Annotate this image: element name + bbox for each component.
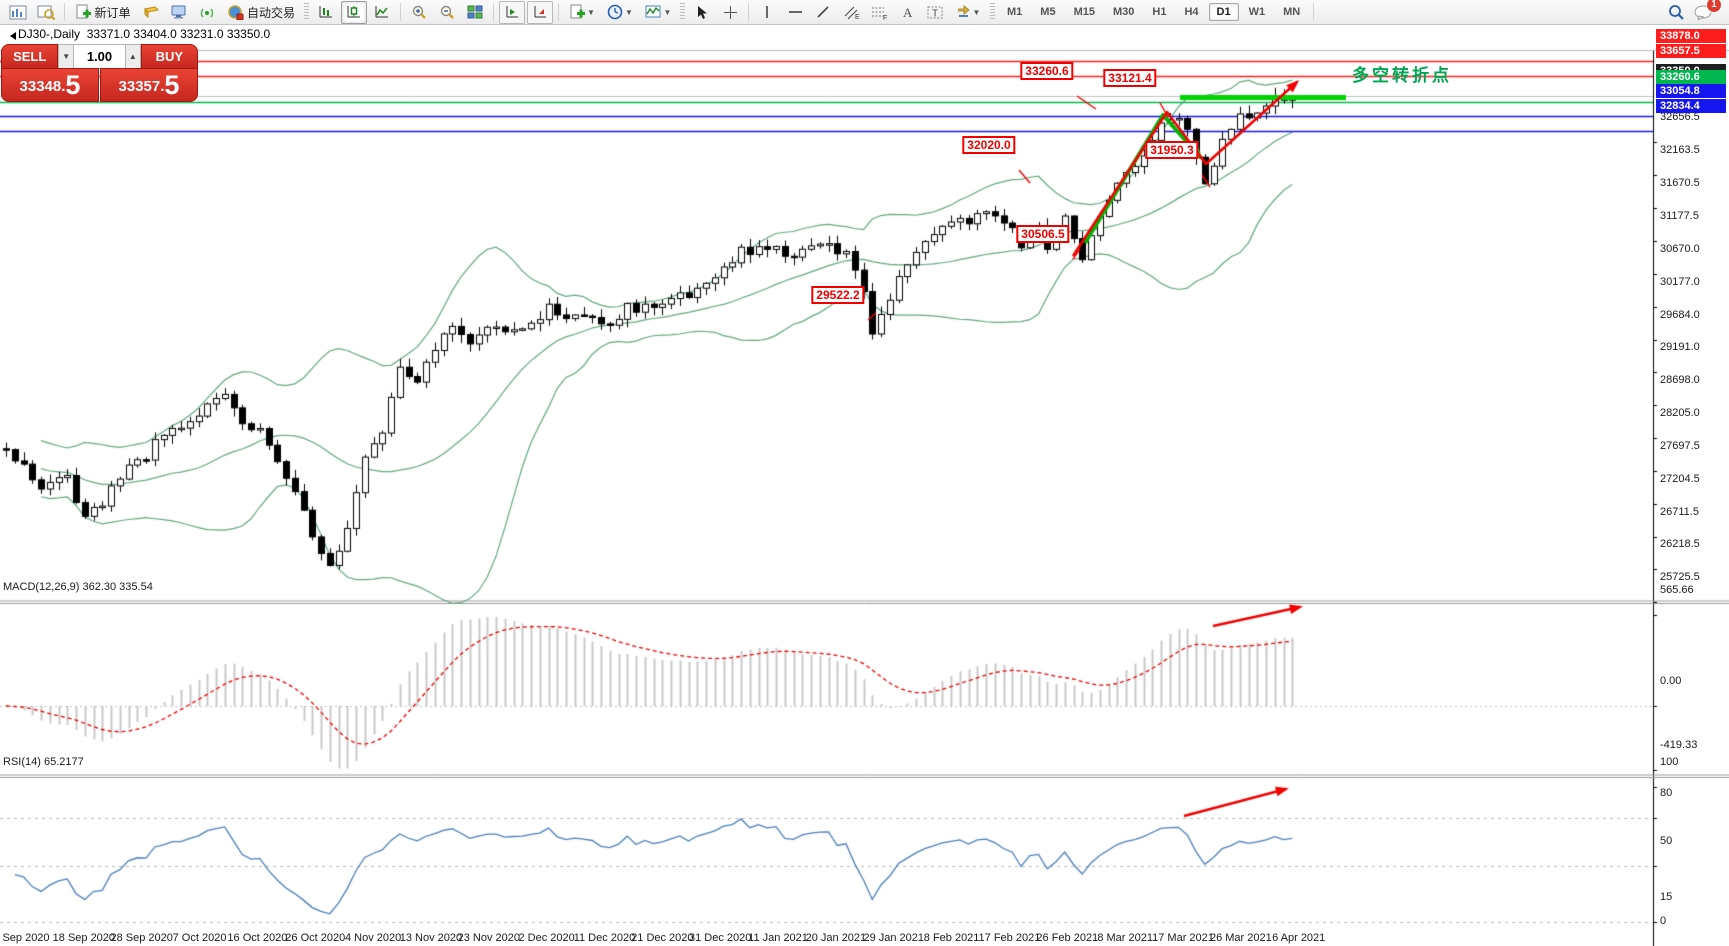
search-icon[interactable]	[1663, 1, 1689, 24]
auto-scroll-button[interactable]	[527, 0, 553, 24]
text-label-button[interactable]: T	[922, 1, 948, 24]
svg-text:E: E	[855, 14, 860, 20]
timeframe-d1[interactable]: D1	[1208, 3, 1239, 21]
chart-collapse-icon[interactable]	[6, 32, 16, 40]
timeframe-m15[interactable]: M15	[1073, 6, 1095, 18]
auto-trading-button[interactable]: 自动交易	[222, 1, 300, 24]
chevron-down-icon: ▼	[587, 7, 595, 17]
timeframe-w1[interactable]: W1	[1248, 6, 1266, 18]
bar-chart-button[interactable]	[313, 1, 339, 24]
svg-text:T: T	[932, 8, 938, 19]
trend-line-button[interactable]	[810, 1, 836, 24]
main-toolbar: 新订单 自动交易	[0, 0, 1729, 25]
macd-label: MACD(12,26,9) 362.30 335.54	[3, 581, 153, 593]
timeframe-m5[interactable]: M5	[1040, 6, 1056, 18]
timeframe-toolbar: M1 M5 M15 M30 H1 H4 D1 W1 MN	[998, 3, 1309, 21]
zoom-out-button[interactable]	[434, 1, 460, 24]
cursor-button[interactable]	[689, 1, 715, 24]
symbol-period-label: DJ30-,Daily	[18, 27, 81, 41]
price-annotation[interactable]: 31950.3	[1145, 141, 1199, 159]
timeframe-h1[interactable]: H1	[1152, 6, 1167, 18]
sell-price[interactable]: 33348. 5	[1, 68, 99, 102]
chevron-down-icon: ▼	[663, 7, 672, 17]
zoom-in-button[interactable]	[406, 1, 432, 24]
price-annotation[interactable]: 32020.0	[962, 136, 1016, 154]
timeframe-h4[interactable]: H4	[1184, 6, 1199, 18]
price-annotation[interactable]: 29522.2	[811, 286, 865, 304]
price-annotation[interactable]: 33121.4	[1103, 69, 1157, 87]
sell-button[interactable]: SELL	[1, 44, 59, 69]
svg-text:A: A	[903, 5, 913, 19]
buy-price[interactable]: 33357. 5	[100, 68, 198, 102]
chevron-down-icon: ▼	[625, 7, 633, 17]
vertical-line-button[interactable]	[754, 1, 780, 24]
fibonacci-button[interactable]: F	[866, 1, 892, 24]
indicators-menu-button[interactable]: ▼	[640, 1, 676, 24]
chevron-down-icon: ▼	[972, 7, 981, 17]
svg-text:F: F	[883, 15, 887, 20]
equidistant-channel-button[interactable]: E	[838, 1, 864, 24]
ohlc-values: 33371.0 33404.0 33231.0 33350.0	[86, 27, 271, 41]
crosshair-button[interactable]	[717, 1, 743, 24]
timeframe-m1[interactable]: M1	[1007, 6, 1023, 18]
notifications-icon[interactable]: 1	[1691, 0, 1722, 24]
arrows-menu-button[interactable]: ▼	[950, 1, 986, 24]
terminal-icon[interactable]	[166, 1, 192, 24]
new-order-button[interactable]: 新订单	[70, 1, 136, 24]
timeframe-m30[interactable]: M30	[1112, 6, 1135, 18]
one-click-trading-panel: SELL ▼ ▲ BUY 33348.5 33357.5	[1, 44, 198, 103]
periods-menu-button[interactable]: ▼	[602, 1, 638, 24]
tile-windows-button[interactable]	[462, 1, 488, 24]
horizontal-line-button[interactable]	[782, 1, 808, 24]
rsi-label: RSI(14) 65.2177	[3, 756, 84, 768]
price-annotation[interactable]: 33260.6	[1020, 62, 1074, 80]
candlestick-chart-button[interactable]	[341, 0, 367, 24]
market-watch-icon[interactable]	[138, 1, 164, 24]
notification-badge: 1	[1706, 0, 1722, 13]
timeframe-mn[interactable]: MN	[1283, 6, 1301, 18]
volume-decrease-button[interactable]: ▼	[58, 44, 74, 69]
price-annotation[interactable]: 30506.5	[1016, 225, 1070, 243]
turning-point-note[interactable]: 多空转折点	[1352, 66, 1452, 85]
line-chart-button[interactable]	[369, 1, 395, 24]
chart-title: DJ30-,Daily 33371.0 33404.0 33231.0 3335…	[18, 27, 270, 41]
volume-input[interactable]	[74, 44, 125, 69]
chart-profile-button[interactable]	[33, 1, 59, 24]
new-chart-button[interactable]	[5, 1, 31, 24]
new-order-label: 新订单	[94, 5, 131, 20]
text-button[interactable]: A	[894, 1, 920, 24]
volume-increase-button[interactable]: ▲	[125, 44, 141, 69]
chart-shift-button[interactable]	[499, 0, 525, 24]
auto-trading-label: 自动交易	[246, 5, 295, 20]
signals-icon[interactable]	[194, 1, 220, 24]
buy-button[interactable]: BUY	[140, 44, 198, 69]
templates-menu-button[interactable]: ▼	[564, 1, 600, 24]
